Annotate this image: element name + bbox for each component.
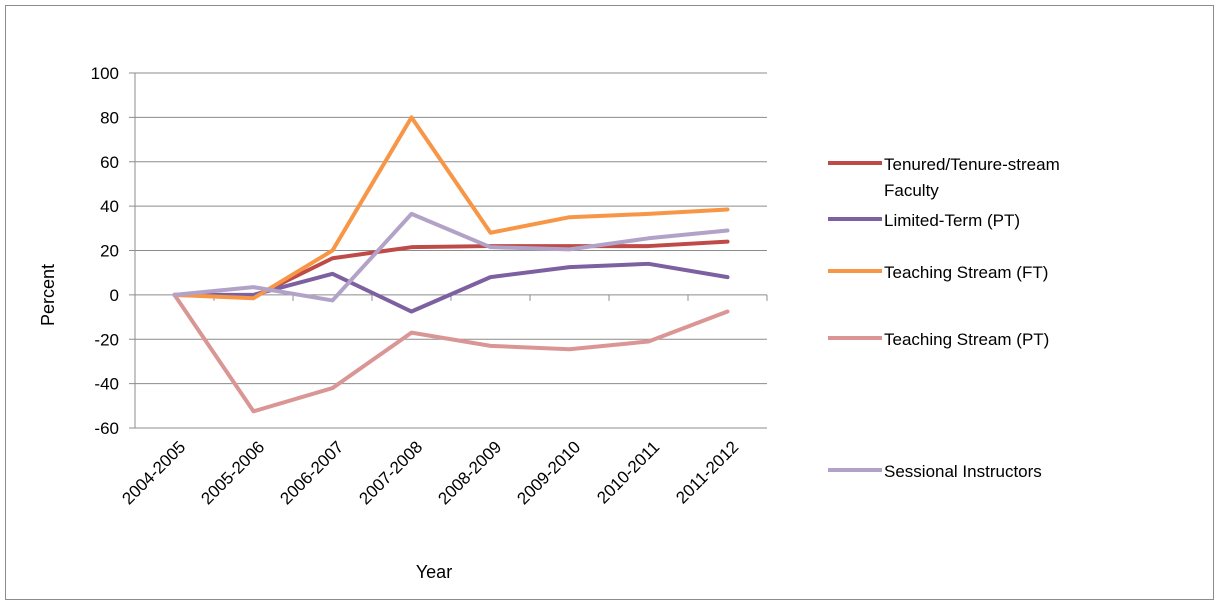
x-tick-label: 2009-2010 [513,437,584,508]
legend-label: Teaching Stream (PT) [884,330,1049,349]
y-tick-label: 20 [100,242,119,261]
y-tick-label: 40 [100,197,119,216]
legend-label: Teaching Stream (FT) [884,263,1048,282]
series-line [172,211,730,303]
legend-label: Tenured/Tenure-stream [884,155,1060,174]
y-tick-label: 100 [91,64,119,83]
chart-frame [5,5,1214,600]
x-tick-label: 2005-2006 [197,437,268,508]
series-lines [172,115,730,414]
x-tick-label: 2011-2012 [672,437,742,507]
series-line [172,292,730,414]
y-tick-label: -40 [94,375,119,394]
y-tick-label: 0 [110,286,119,305]
x-axis-title: Year [416,562,452,582]
y-tick-label: -20 [94,330,119,349]
x-tick-labels: 2004-2005 2005-2006 2006-2007 2007-2008 2008… [118,437,742,508]
legend-label: Limited-Term (PT) [884,211,1020,230]
legend-label: Sessional Instructors [884,462,1042,481]
x-tick-label: 2006-2007 [276,437,347,508]
x-tick-label: 2008-2009 [434,437,505,508]
y-axis-title: Percent [38,264,58,326]
y-tick-label: 80 [100,108,119,127]
x-tick-label: 2007-2008 [355,437,426,508]
y-tick-label: -60 [94,419,119,438]
y-tick-labels: 100 80 60 40 20 0 -20 -40 -60 [91,64,119,438]
x-tick-label: 2010-2011 [593,437,663,507]
x-tick-label: 2004-2005 [118,437,189,508]
legend-label: Faculty [884,181,939,200]
series-line [172,115,730,301]
legend: Tenured/Tenure-stream Faculty Limited-Term… [828,155,1060,481]
y-tick-label: 60 [100,153,119,172]
